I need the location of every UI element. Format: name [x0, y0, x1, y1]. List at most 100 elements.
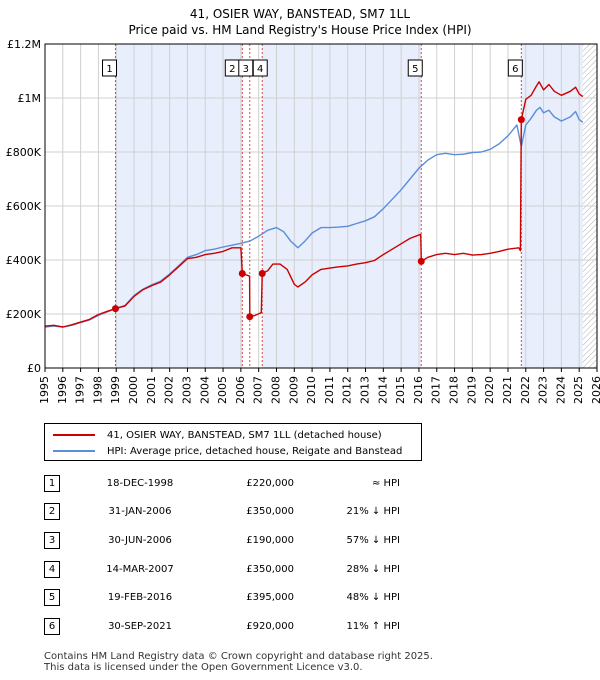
y-tick-label: £800K	[6, 146, 42, 159]
sale-date: 30-JUN-2006	[108, 534, 172, 546]
x-tick-label: 2012	[341, 376, 354, 404]
sale-number-badge: 1	[44, 474, 60, 492]
sale-label-box	[252, 59, 268, 77]
sale-label: 4	[257, 64, 263, 75]
x-tick-label: 2020	[483, 376, 496, 404]
x-tick-label: 2025	[572, 376, 585, 404]
x-tick-label: 1997	[74, 376, 87, 404]
sale-label-box	[407, 59, 423, 77]
sale-number-badge: 6	[44, 617, 60, 635]
sale-price: £190,000	[246, 534, 294, 546]
x-tick-label: 2006	[234, 376, 247, 404]
x-tick-label: 1998	[91, 376, 104, 404]
sale-hpi-comparison: 28% ↓ HPI	[346, 563, 400, 575]
y-tick-label: £400K	[6, 254, 42, 267]
x-tick-label: 2008	[269, 376, 282, 404]
y-tick-label: £600K	[6, 200, 42, 213]
x-tick-label: 2002	[163, 376, 176, 404]
sale-date: 18-DEC-1998	[106, 477, 174, 489]
x-tick-label: 2024	[554, 376, 567, 404]
x-tick-label: 2023	[537, 376, 550, 404]
y-tick-label: £200K	[6, 308, 42, 321]
x-tick-label: 2011	[323, 376, 336, 404]
table-row: 5 19-FEB-2016 £395,000 48% ↓ HPI	[44, 583, 400, 612]
legend: 41, OSIER WAY, BANSTEAD, SM7 1LL (detach…	[44, 423, 422, 461]
sale-hpi-comparison: 57% ↓ HPI	[346, 534, 400, 546]
x-tick-label: 2022	[519, 376, 532, 404]
plot-frame	[44, 43, 598, 369]
table-row: 2 31-JAN-2006 £350,000 21% ↓ HPI	[44, 498, 400, 527]
sale-point	[258, 270, 266, 277]
sale-label-box	[102, 59, 118, 77]
sale-label: 1	[106, 64, 112, 75]
y-tick-label: £0	[27, 362, 41, 375]
chart-subtitle: Price paid vs. HM Land Registry's House …	[128, 23, 472, 37]
footer-licence: This data is licensed under the Open Gov…	[44, 662, 363, 673]
sale-number-badge: 3	[44, 531, 60, 549]
sale-hpi-comparison: 11% ↑ HPI	[346, 620, 400, 632]
sale-hpi-comparison: 48% ↓ HPI	[346, 592, 400, 604]
sale-date: 31-JAN-2006	[108, 506, 172, 518]
x-tick-label: 2014	[376, 376, 389, 404]
sale-label: 6	[512, 64, 518, 75]
legend-label-property: 41, OSIER WAY, BANSTEAD, SM7 1LL (detach…	[107, 429, 382, 441]
table-row: 4 14-MAR-2007 £350,000 28% ↓ HPI	[44, 555, 400, 584]
x-tick-label: 2009	[287, 376, 300, 404]
sale-point	[517, 116, 525, 124]
table-row: 3 30-JUN-2006 £190,000 57% ↓ HPI	[44, 526, 400, 555]
y-tick-label: £1.2M	[7, 38, 41, 51]
x-tick-label: 1996	[56, 376, 69, 404]
footer-copyright: Contains HM Land Registry data © Crown c…	[44, 651, 433, 662]
sale-hpi-comparison: 21% ↓ HPI	[346, 506, 400, 518]
x-tick-label: 2010	[305, 376, 318, 404]
sale-point	[112, 305, 120, 313]
x-tick-label: 2005	[216, 376, 229, 404]
sale-date: 30-SEP-2021	[108, 620, 172, 632]
sale-label: 2	[229, 64, 235, 75]
sale-hpi-comparison: ≈ HPI	[371, 477, 400, 489]
sale-number-badge: 5	[44, 589, 60, 607]
legend-item-property: 41, OSIER WAY, BANSTEAD, SM7 1LL (detach…	[53, 428, 382, 442]
legend-label-hpi: HPI: Average price, detached house, Reig…	[107, 445, 403, 457]
sales-table: 1 18-DEC-1998 £220,000 ≈ HPI 2 31-JAN-20…	[44, 469, 400, 641]
sale-point	[238, 270, 246, 277]
table-row: 6 30-SEP-2021 £920,000 11% ↑ HPI	[44, 612, 400, 641]
sale-price: £350,000	[246, 563, 294, 575]
legend-swatch-property	[53, 434, 95, 436]
x-tick-label: 2026	[590, 376, 600, 404]
sale-label-box	[507, 59, 523, 77]
table-row: 1 18-DEC-1998 £220,000 ≈ HPI	[44, 469, 400, 498]
x-tick-label: 2017	[430, 376, 443, 404]
x-tick-label: 2018	[448, 376, 461, 404]
sale-label: 3	[243, 64, 249, 75]
legend-swatch-hpi	[53, 450, 95, 452]
sale-number-badge: 2	[44, 503, 60, 521]
sale-point	[246, 313, 254, 321]
sale-number-badge: 4	[44, 560, 60, 578]
x-tick-label: 2013	[359, 376, 372, 404]
footer-attribution: Contains HM Land Registry data © Crown c…	[44, 651, 433, 673]
x-tick-label: 1999	[109, 376, 122, 404]
sale-date: 19-FEB-2016	[107, 592, 173, 604]
x-tick-label: 2001	[145, 376, 158, 404]
x-tick-label: 2019	[465, 376, 478, 404]
sale-price: £350,000	[246, 506, 294, 518]
property-price-line	[44, 81, 584, 328]
y-tick-label: £1M	[18, 92, 42, 105]
x-tick-label: 2007	[252, 376, 265, 404]
x-tick-label: 2015	[394, 376, 407, 404]
x-tick-label: 1995	[38, 376, 51, 404]
sale-price: £395,000	[246, 592, 294, 604]
sale-price: £220,000	[246, 477, 294, 489]
x-tick-label: 2021	[501, 376, 514, 404]
x-tick-label: 2016	[412, 376, 425, 404]
x-tick-label: 2000	[127, 376, 140, 404]
sale-date: 14-MAR-2007	[106, 563, 174, 575]
sale-label: 5	[412, 64, 418, 75]
chart-title: 41, OSIER WAY, BANSTEAD, SM7 1LL	[189, 7, 411, 21]
legend-item-hpi: HPI: Average price, detached house, Reig…	[53, 444, 402, 458]
sale-price: £920,000	[246, 620, 294, 632]
sale-point	[417, 257, 425, 265]
x-tick-label: 2003	[180, 376, 193, 404]
